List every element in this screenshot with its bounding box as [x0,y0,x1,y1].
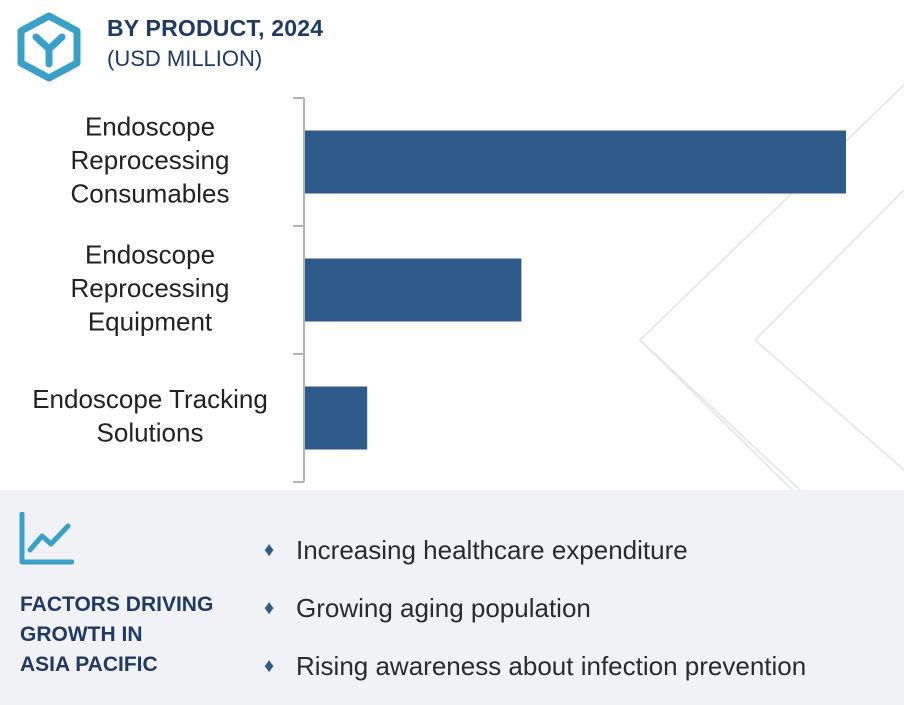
factor-text: Increasing healthcare expenditure [296,534,688,565]
factors-heading-line: GROWTH IN [20,623,143,646]
category-label-line: Endoscope Tracking [32,384,268,414]
category-label-line: Endoscope [85,239,215,269]
diamond-bullet-icon: ♦ [264,538,275,561]
diamond-bullet-icon: ♦ [264,596,275,619]
bar-chart: Endoscope Reprocessing ConsumablesEndoscop… [32,97,846,483]
category-label-line: Reprocessing [71,145,230,175]
factors-heading-line: ASIA PACIFIC [20,653,158,676]
chart-title: BY PRODUCT, 2024 [107,15,324,41]
category-label-line: Endoscope [85,111,215,141]
hexagon-y-logo-icon [17,12,81,82]
category-label-line: Reprocessing [71,273,230,303]
factor-item: ♦ Rising awareness about infection preve… [264,649,806,683]
factors-heading: FACTORS DRIVING GROWTH IN ASIA PACIFIC [20,590,250,680]
factors-panel [0,490,904,705]
category-label: Endoscope Reprocessing Consumables [71,111,230,208]
category-label: Endoscope Tracking Solutions [32,384,268,448]
bar [305,386,368,450]
category-label-line: Consumables [71,178,230,208]
factor-item: ♦ Increasing healthcare expenditure [264,533,688,567]
factors-heading-line: FACTORS DRIVING [20,593,214,616]
category-label-line: Solutions [97,418,204,448]
diamond-bullet-icon: ♦ [264,654,275,677]
bar [305,130,846,194]
category-label: Endoscope Reprocessing Equipment [71,239,230,336]
factor-text: Rising awareness about infection prevent… [296,650,807,681]
line-chart-trend-icon [19,512,74,565]
bar [305,258,522,322]
factor-item: ♦ Growing aging population [264,591,591,625]
chart-subtitle: (USD MILLION) [107,46,263,71]
category-label-line: Equipment [88,306,213,336]
factor-text: Growing aging population [296,592,591,623]
